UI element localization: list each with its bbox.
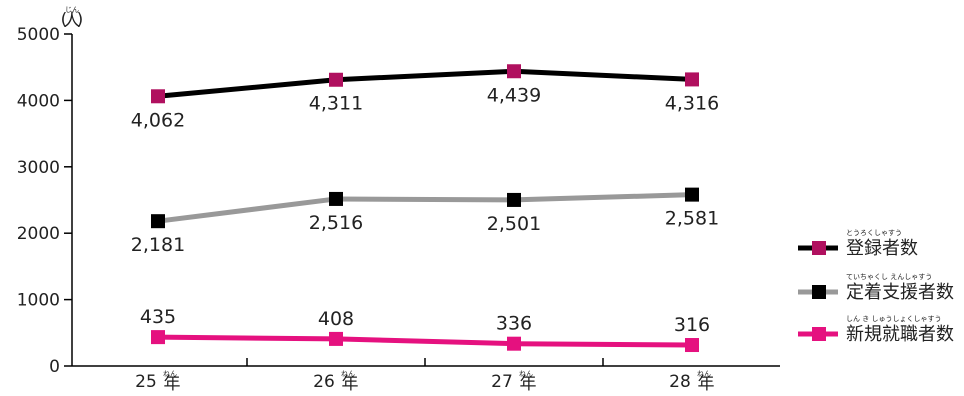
data-point-marker — [685, 338, 699, 352]
y-tick-label: 0 — [49, 357, 60, 377]
y-tick-label: 2000 — [17, 224, 60, 244]
data-point-marker — [507, 64, 521, 78]
data-point-marker — [507, 193, 521, 207]
data-point-marker — [329, 332, 343, 346]
series-markers — [151, 64, 699, 352]
data-point-marker — [151, 214, 165, 228]
data-label: 4,062 — [131, 109, 185, 131]
series-line — [158, 195, 692, 222]
y-unit-paren-right: ) — [77, 10, 84, 30]
x-tick-suffix: 年 — [342, 374, 359, 394]
legend-label: 新規就職者数 — [846, 324, 954, 345]
x-tick-suffix: 年 — [698, 374, 715, 394]
data-point-marker — [685, 188, 699, 202]
x-tick-label: 25 — [135, 372, 157, 392]
data-labels: 4,062 4,311 4,439 4,316 2,181 2,516 2,501 2,581… — [131, 84, 719, 336]
legend-label: 定着支援者数 — [846, 282, 954, 303]
legend-label: 登録者数 — [846, 238, 918, 259]
data-point-marker — [329, 192, 343, 206]
series-lines — [158, 71, 692, 345]
data-label: 4,316 — [665, 92, 719, 114]
legend-marker — [812, 327, 826, 341]
series-line — [158, 337, 692, 345]
y-axis-ticks: 0 1000 2000 3000 4000 5000 — [17, 25, 72, 377]
y-tick-label: 5000 — [17, 25, 60, 45]
y-tick-label: 1000 — [17, 291, 60, 311]
data-point-marker — [151, 89, 165, 103]
x-tick-label: 26 — [313, 372, 335, 392]
data-label: 2,581 — [665, 208, 719, 230]
data-label: 2,516 — [309, 212, 363, 234]
x-axis-ticks: 25 ねん年 26 ねん年 27 ねん年 28 ねん年 — [135, 358, 714, 394]
data-label: 316 — [674, 314, 710, 336]
legend-ruby: ていちゃくし えんしゃすう — [846, 273, 932, 281]
data-label: 2,501 — [487, 213, 541, 235]
legend-ruby: しん き しゅうしょくしゃすう — [846, 315, 941, 323]
y-unit-paren-left: ( — [61, 10, 68, 30]
data-label: 336 — [496, 313, 532, 335]
data-label: 435 — [140, 306, 176, 328]
data-point-marker — [507, 337, 521, 351]
data-label: 4,439 — [487, 84, 541, 106]
legend-marker — [812, 285, 826, 299]
data-label: 4,311 — [309, 93, 363, 115]
x-tick-label: 27 — [491, 372, 513, 392]
x-tick-suffix: 年 — [164, 374, 181, 394]
data-point-marker — [685, 72, 699, 86]
data-point-marker — [151, 330, 165, 344]
x-tick-suffix: 年 — [520, 374, 537, 394]
series-line — [158, 71, 692, 96]
data-label: 408 — [318, 308, 354, 330]
legend-marker — [812, 241, 826, 255]
data-point-marker — [329, 73, 343, 87]
y-tick-label: 4000 — [17, 91, 60, 111]
x-tick-label: 28 — [669, 372, 691, 392]
data-label: 2,181 — [131, 234, 185, 256]
legend-ruby: とうろくしゃすう — [846, 229, 902, 237]
y-tick-label: 3000 — [17, 158, 60, 178]
